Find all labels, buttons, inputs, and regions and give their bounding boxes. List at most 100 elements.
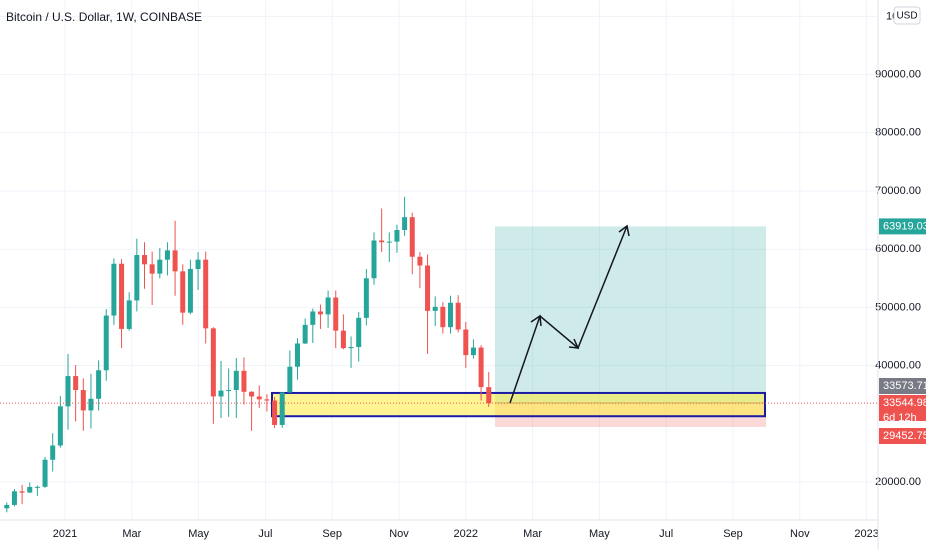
stop-tag-bg — [879, 428, 926, 444]
candle-body — [333, 297, 339, 331]
x-tick-label: Nov — [389, 528, 409, 540]
candle-body — [241, 370, 247, 392]
x-tick-label: 2021 — [53, 528, 77, 540]
candle-body — [448, 302, 453, 328]
candle-body — [180, 271, 186, 313]
candle-body — [187, 268, 193, 313]
currency-button[interactable] — [893, 6, 921, 25]
candle-body — [4, 504, 10, 509]
arrow-head — [618, 224, 630, 237]
candle-body — [325, 297, 331, 315]
candle-body — [295, 343, 300, 367]
x-tick-label: May — [589, 528, 610, 540]
candle-body — [486, 387, 492, 404]
candle-body — [149, 264, 155, 274]
candle-body — [210, 328, 216, 397]
x-tick-label: Mar — [122, 528, 141, 540]
y-tick-label: 70000.00 — [875, 185, 921, 197]
x-tick-label: May — [188, 528, 209, 540]
candle-body — [363, 278, 369, 318]
candle-body — [463, 329, 469, 356]
target-tag: 63919.03 — [883, 220, 929, 232]
candle-body — [379, 240, 385, 243]
y-tick-label: 80000.00 — [875, 127, 921, 139]
candle-body — [249, 391, 255, 397]
candle-body — [348, 346, 354, 349]
x-tick-label: Sep — [322, 528, 342, 540]
candle-body — [34, 486, 40, 488]
candle-body — [409, 217, 415, 257]
candle-body — [272, 400, 278, 425]
y-tick-label: 40000.00 — [875, 360, 921, 372]
candle-body — [371, 240, 377, 279]
candle-body — [425, 265, 431, 311]
candle-body — [11, 491, 17, 505]
currency-label: USD — [896, 11, 917, 22]
candle-body — [356, 317, 362, 347]
candle-body — [164, 250, 170, 260]
candle-body — [57, 406, 63, 446]
last-price-tag-bg — [879, 395, 926, 421]
candle-body — [279, 392, 285, 425]
arrow-head — [530, 314, 542, 327]
candle-body — [203, 259, 209, 329]
candle-body — [432, 306, 438, 311]
candle-body — [126, 300, 132, 329]
candle-body — [172, 250, 178, 272]
x-tick-label: Nov — [790, 528, 810, 540]
stop-tag: 29452.75 — [883, 430, 929, 442]
candle-body — [19, 491, 25, 493]
target-zone — [495, 226, 766, 404]
y-tick-label: 50000.00 — [875, 301, 921, 313]
x-tick-label: 2022 — [454, 528, 478, 540]
candle-body — [218, 390, 224, 397]
y-tick-label: 90000.00 — [875, 69, 921, 81]
candle-body — [119, 263, 125, 329]
candle-body — [394, 229, 400, 242]
candle-body — [310, 311, 316, 325]
candle-body — [142, 255, 147, 265]
candle-body — [134, 255, 140, 301]
x-tick-label: Jul — [258, 528, 272, 540]
candle-body — [256, 396, 262, 400]
candle-body — [27, 486, 33, 493]
x-tick-label: 2023 — [854, 528, 878, 540]
candle-body — [42, 459, 48, 487]
chart-title: Bitcoin / U.S. Dollar, 1W, COINBASE — [6, 10, 202, 24]
countdown: 6d 12h — [883, 412, 917, 424]
candle-body — [96, 370, 102, 399]
price-tags: 63919.03 33573.71 33544.98 6d 12h 29452.75 — [879, 218, 929, 444]
entry-tag: 33573.71 — [883, 380, 929, 392]
y-tick-label: 60000.00 — [875, 243, 921, 255]
candle-body — [302, 324, 308, 344]
drawings — [271, 226, 766, 427]
last-price-tag: 33544.98 — [883, 397, 929, 409]
candle-body — [264, 399, 270, 401]
candle-body — [88, 398, 94, 411]
y-tick-label: 20000.00 — [875, 476, 921, 488]
candle-body — [226, 390, 232, 392]
candle-body — [73, 376, 79, 391]
candle-body — [470, 347, 476, 356]
candle-body — [386, 241, 392, 243]
candle-body — [478, 347, 484, 388]
candle-body — [103, 315, 109, 371]
candle-body — [195, 259, 201, 269]
candle-body — [340, 330, 346, 349]
x-tick-label: Jul — [659, 528, 673, 540]
candle-body — [455, 302, 461, 330]
grid: 20000.00 40000.00 50000.00 60000.00 70000.00… — [0, 0, 921, 540]
candle-body — [317, 311, 323, 315]
candle-body — [80, 390, 86, 411]
arrow-head — [568, 338, 580, 349]
support-zone — [271, 391, 766, 418]
entry-tag-bg — [879, 378, 926, 394]
candle-body — [157, 259, 163, 274]
candle-body — [65, 376, 71, 407]
projection-arrow — [509, 225, 628, 404]
candle-body — [111, 263, 117, 316]
candle-body — [402, 217, 408, 230]
candle-body — [440, 306, 446, 328]
candle-body — [287, 366, 293, 393]
